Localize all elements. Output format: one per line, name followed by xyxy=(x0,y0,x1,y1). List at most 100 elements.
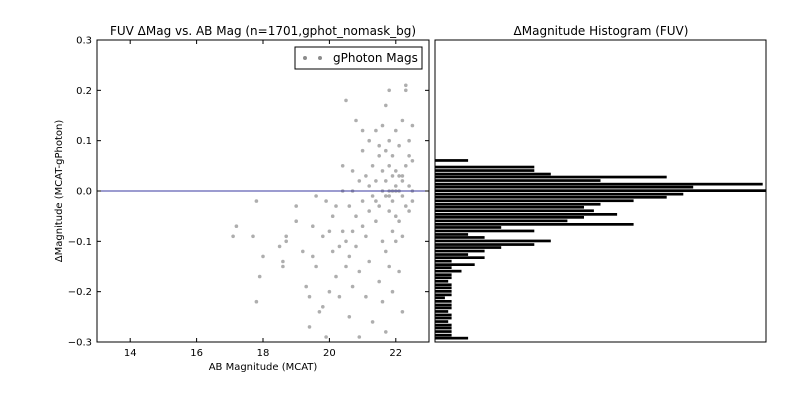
scatter-point xyxy=(390,174,395,178)
scatter-point xyxy=(367,209,372,213)
histogram-bar xyxy=(435,213,618,216)
scatter-point xyxy=(400,174,405,178)
scatter-point xyxy=(360,148,365,153)
scatter-point xyxy=(390,199,395,203)
scatter-point xyxy=(400,179,405,183)
scatter-point xyxy=(281,259,285,264)
scatter-point xyxy=(397,219,401,223)
scatter-point xyxy=(394,128,398,133)
histogram-bar xyxy=(435,306,452,310)
scatter-point xyxy=(370,194,375,198)
scatter-point xyxy=(354,214,358,218)
scatter-point xyxy=(367,259,372,264)
histogram-bar xyxy=(435,263,475,266)
histogram-bar xyxy=(435,246,502,249)
histogram-bar xyxy=(435,185,694,189)
scatter-point xyxy=(304,284,309,289)
scatter-point xyxy=(407,138,411,143)
y-tick-label: −0.1 xyxy=(68,237,92,248)
y-tick-label: 0.3 xyxy=(76,36,92,47)
scatter-point xyxy=(407,154,411,158)
histogram-panel: ΔMagnitude Histogram (FUV) xyxy=(434,24,767,343)
scatter-point xyxy=(397,174,401,178)
scatter-point xyxy=(354,244,358,249)
histogram-title: ΔMagnitude Histogram (FUV) xyxy=(514,24,689,38)
y-tick-label: −0.2 xyxy=(68,287,92,298)
scatter-point xyxy=(404,164,408,168)
scatter-point xyxy=(374,128,378,133)
histogram-bar xyxy=(435,273,452,277)
scatter-point xyxy=(294,219,299,223)
scatter-point xyxy=(377,204,382,208)
x-tick-label: 22 xyxy=(389,348,402,359)
histogram-bar xyxy=(435,223,634,226)
scatter-point xyxy=(350,169,355,173)
scatter-point xyxy=(387,138,392,143)
legend: gPhoton Mags xyxy=(294,46,423,70)
scatter-point xyxy=(380,299,385,304)
scatter-point xyxy=(384,148,388,153)
scatter-point xyxy=(257,274,262,279)
histogram-bar xyxy=(435,239,551,243)
scatter-point xyxy=(390,154,395,158)
legend-box xyxy=(294,46,423,70)
scatter-point xyxy=(334,274,338,279)
scatter-x-label: AB Magnitude (MCAT) xyxy=(209,362,318,373)
histogram-bar xyxy=(435,259,452,263)
histogram-bar xyxy=(435,330,452,333)
histogram-bar xyxy=(435,192,684,196)
scatter-point xyxy=(387,194,392,198)
histogram-bar xyxy=(435,266,452,269)
scatter-point xyxy=(407,184,411,188)
y-tick-label: 0.2 xyxy=(76,86,92,97)
scatter-point xyxy=(231,234,235,239)
scatter-point xyxy=(410,159,415,163)
histogram-bar xyxy=(435,253,469,256)
histogram-bar xyxy=(435,283,452,287)
scatter-point xyxy=(284,234,289,239)
scatter-point xyxy=(284,239,289,244)
scatter-point xyxy=(277,244,282,249)
histogram-bar xyxy=(435,303,452,307)
scatter-point xyxy=(327,229,332,234)
scatter-point xyxy=(294,204,299,208)
scatter-point xyxy=(400,310,405,314)
scatter-point xyxy=(317,310,322,314)
y-tick-label: 0.1 xyxy=(76,136,92,147)
histogram-bar xyxy=(435,320,449,323)
scatter-point xyxy=(311,254,315,259)
scatter-point xyxy=(344,239,348,244)
histogram-bar xyxy=(435,323,452,327)
scatter-point xyxy=(400,234,405,239)
scatter-point xyxy=(387,88,392,93)
histogram-bar xyxy=(435,296,445,300)
scatter-point xyxy=(404,88,408,93)
scatter-point xyxy=(387,164,392,168)
histogram-bar xyxy=(435,236,485,239)
scatter-point xyxy=(380,123,385,128)
y-tick-label: −0.3 xyxy=(68,338,92,349)
scatter-point xyxy=(301,249,305,254)
histogram-bar xyxy=(435,310,449,313)
scatter-point xyxy=(307,294,312,299)
histogram-bar xyxy=(435,249,485,253)
scatter-point xyxy=(261,254,265,259)
scatter-point xyxy=(394,239,398,244)
scatter-point xyxy=(364,234,368,239)
histogram-frame xyxy=(434,39,767,343)
scatter-point xyxy=(370,164,375,168)
scatter-point xyxy=(364,294,368,299)
scatter-point xyxy=(394,169,398,173)
scatter-point xyxy=(354,118,358,123)
scatter-point xyxy=(377,279,382,284)
scatter-x-axis: 14 16 18 20 22 xyxy=(124,40,402,359)
scatter-point xyxy=(374,199,378,203)
scatter-point xyxy=(384,249,388,254)
scatter-title: FUV ΔMag vs. AB Mag (n=1701,gphot_nomask… xyxy=(110,24,416,38)
scatter-point xyxy=(400,118,405,123)
histogram-bar xyxy=(435,256,485,259)
x-tick-label: 16 xyxy=(190,348,203,359)
scatter-point xyxy=(324,199,328,203)
scatter-point xyxy=(254,299,259,304)
scatter-point xyxy=(384,179,388,183)
